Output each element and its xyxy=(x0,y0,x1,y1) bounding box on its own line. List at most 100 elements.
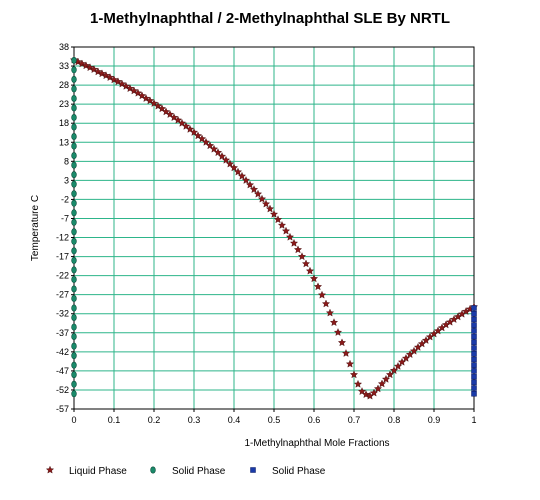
data-point xyxy=(285,232,295,241)
data-point xyxy=(337,338,347,347)
data-point xyxy=(201,137,211,146)
y-tick-label: 38 xyxy=(59,42,69,52)
legend: Liquid Phase Solid Phase Solid Phase xyxy=(45,465,326,477)
data-point xyxy=(71,380,77,388)
data-point xyxy=(71,85,77,93)
y-tick-label: 8 xyxy=(64,156,69,166)
y-tick-label: -42 xyxy=(56,347,69,357)
x-tick-label: 0.9 xyxy=(428,415,441,425)
data-point xyxy=(71,152,77,160)
y-tick-label: -32 xyxy=(56,309,69,319)
x-axis-ticks: 0 0.1 0.2 0.3 0.4 0.5 0.6 0.7 0.8 0.9 1 xyxy=(71,409,477,425)
data-point xyxy=(71,56,77,64)
data-point xyxy=(71,352,77,360)
data-point xyxy=(197,134,207,143)
data-point xyxy=(71,285,77,293)
data-point xyxy=(245,180,255,189)
data-point xyxy=(471,356,477,363)
data-point xyxy=(377,379,387,388)
data-point xyxy=(293,245,303,254)
data-point xyxy=(277,221,287,229)
data-point xyxy=(71,304,77,312)
data-point xyxy=(471,322,477,328)
data-point xyxy=(281,226,291,235)
data-point xyxy=(189,128,199,136)
data-point xyxy=(71,342,77,350)
data-point xyxy=(325,308,335,317)
series-0 xyxy=(69,55,479,400)
y-tick-label: -47 xyxy=(56,366,69,376)
x-tick-label: 0.6 xyxy=(308,415,321,425)
x-tick-label: 0.3 xyxy=(188,415,201,425)
data-point xyxy=(71,371,77,379)
data-point xyxy=(269,209,279,218)
data-point xyxy=(71,294,77,302)
data-point xyxy=(71,161,77,169)
data-point xyxy=(71,104,77,112)
series xyxy=(69,55,479,400)
data-point xyxy=(205,141,215,150)
legend-marker xyxy=(45,465,55,474)
y-axis-label: Temperature C xyxy=(30,195,41,261)
x-tick-label: 0.7 xyxy=(348,415,361,425)
data-point xyxy=(241,176,251,184)
data-point xyxy=(233,167,243,176)
data-point xyxy=(71,247,77,255)
data-point xyxy=(471,339,477,346)
data-point xyxy=(357,387,367,395)
y-tick-label: -22 xyxy=(56,271,69,281)
x-tick-label: 0.5 xyxy=(268,415,281,425)
data-point xyxy=(71,94,77,102)
data-point xyxy=(71,390,77,398)
legend-marker xyxy=(150,466,156,474)
x-tick-label: 0.2 xyxy=(148,415,161,425)
data-point xyxy=(225,159,235,168)
y-tick-label: 13 xyxy=(59,137,69,147)
x-tick-label: 1 xyxy=(471,415,476,425)
legend-label: Solid Phase xyxy=(272,466,326,477)
data-point xyxy=(471,385,477,391)
data-point xyxy=(317,290,327,299)
data-point xyxy=(237,171,247,180)
data-point xyxy=(471,379,477,386)
data-point xyxy=(301,259,311,268)
legend-marker xyxy=(250,467,256,473)
data-point xyxy=(257,194,267,203)
data-point xyxy=(71,333,77,341)
data-point xyxy=(71,314,77,322)
y-tick-label: -17 xyxy=(56,252,69,262)
y-tick-label: -57 xyxy=(56,404,69,414)
data-point xyxy=(71,180,77,188)
data-point xyxy=(471,316,477,323)
data-point xyxy=(71,361,77,369)
data-point xyxy=(71,75,77,83)
legend-label: Liquid Phase xyxy=(69,466,127,477)
y-axis-ticks: 38 33 28 23 18 13 8 3 -2 -7 -12 -17 -22 -27 -32 -37 -42 -… xyxy=(56,42,74,414)
data-point xyxy=(471,368,477,374)
data-point xyxy=(333,328,343,336)
data-point xyxy=(265,204,275,213)
x-tick-label: 0.1 xyxy=(108,415,121,425)
data-point xyxy=(313,282,323,291)
data-point xyxy=(353,379,363,388)
data-point xyxy=(71,133,77,141)
data-point xyxy=(389,366,399,375)
grid xyxy=(73,46,475,410)
x-tick-label: 0 xyxy=(71,415,76,425)
data-point xyxy=(349,370,359,379)
data-point xyxy=(173,115,183,124)
chart-title: 1-Methylnaphthal / 2-Methylnaphthal SLE … xyxy=(89,10,451,27)
data-point xyxy=(471,305,477,311)
data-point xyxy=(71,190,77,198)
data-point xyxy=(341,349,351,357)
legend-label: Solid Phase xyxy=(172,466,226,477)
data-point xyxy=(471,391,477,397)
data-point xyxy=(71,266,77,274)
y-tick-label: 3 xyxy=(64,175,69,185)
y-tick-label: -27 xyxy=(56,290,69,300)
data-point xyxy=(229,163,239,172)
data-point xyxy=(71,209,77,217)
y-tick-label: 28 xyxy=(59,80,69,90)
data-point xyxy=(71,256,77,264)
